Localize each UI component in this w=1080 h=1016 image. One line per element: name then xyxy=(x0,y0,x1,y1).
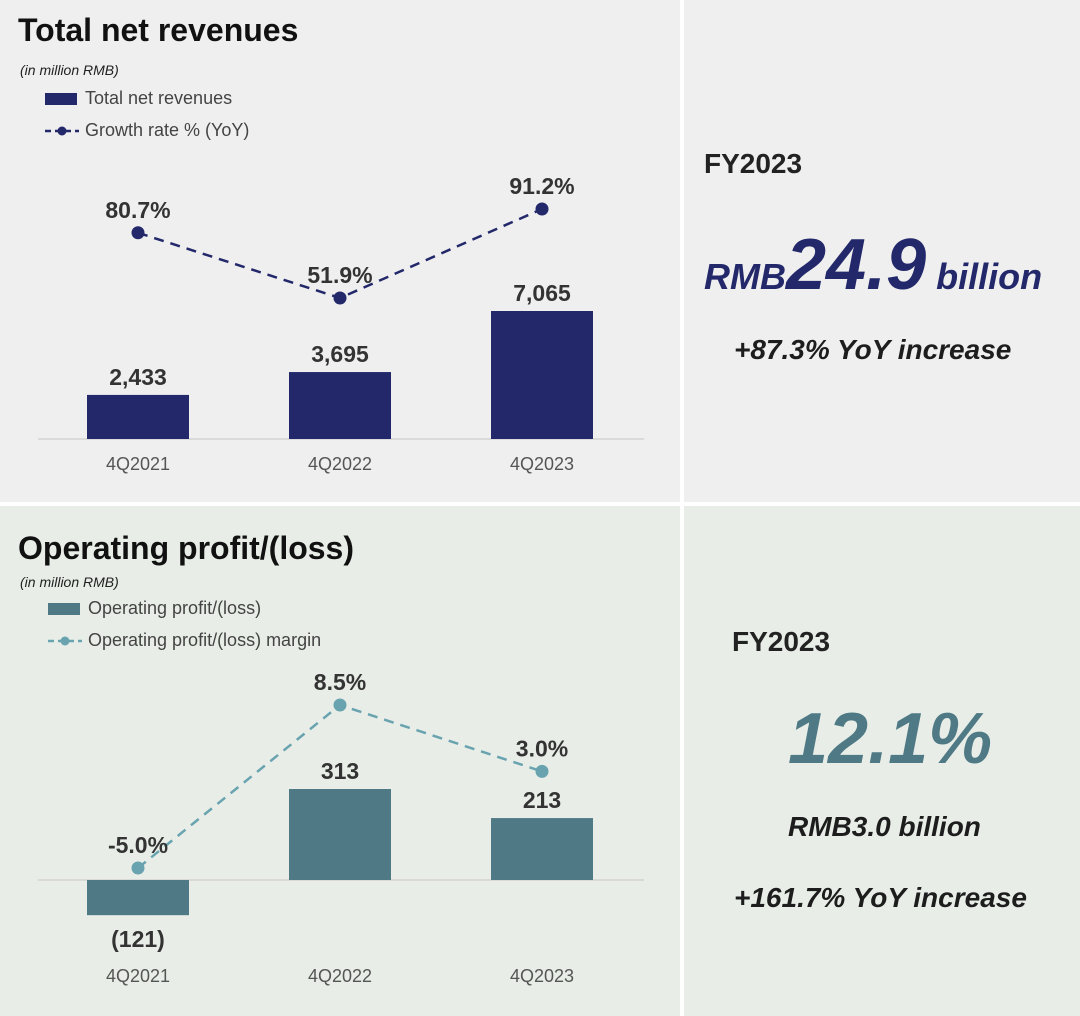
line-point xyxy=(333,291,347,305)
revenue-headline-prefix: RMB xyxy=(704,256,786,297)
bar-value-label: 2,433 xyxy=(109,364,167,390)
profit-legend-bar: Operating profit/(loss) xyxy=(48,598,261,619)
line-point xyxy=(535,764,549,778)
x-tick-label: 4Q2022 xyxy=(308,966,372,986)
revenue-chart-panel: Total net revenues (in million RMB) Tota… xyxy=(0,0,680,502)
profit-headline-value: 12.1% xyxy=(788,699,993,779)
x-tick-label: 4Q2021 xyxy=(106,966,170,986)
bar-4Q2023 xyxy=(491,311,593,439)
line-value-label: 80.7% xyxy=(105,197,170,223)
x-tick-label: 4Q2021 xyxy=(106,454,170,474)
legend-bar-swatch xyxy=(45,92,77,105)
line-value-label: 3.0% xyxy=(516,735,568,761)
revenue-unit: (in million RMB) xyxy=(20,62,119,78)
revenue-legend-bar: Total net revenues xyxy=(45,88,232,109)
bar-4Q2021 xyxy=(87,394,189,439)
line-value-label: 91.2% xyxy=(509,173,574,199)
bar-value-label: 313 xyxy=(321,758,359,784)
legend-bar-label: Total net revenues xyxy=(85,88,233,108)
revenue-headline-value: 24.9 xyxy=(785,225,927,305)
profit-chart-panel: Operating profit/(loss) (in million RMB)… xyxy=(0,506,680,1016)
revenue-headline-suffix: billion xyxy=(926,256,1043,297)
x-tick-label: 4Q2022 xyxy=(308,454,372,474)
revenue-legend-line: Growth rate % (YoY) xyxy=(45,120,249,141)
profit-title: Operating profit/(loss) xyxy=(18,530,354,566)
line-point xyxy=(131,226,145,240)
bar-value-label: (121) xyxy=(111,926,165,952)
line-value-label: -5.0% xyxy=(108,832,168,858)
legend-line-label: Growth rate % (YoY) xyxy=(85,120,250,140)
revenue-title: Total net revenues xyxy=(18,12,299,48)
revenue-fy-label: FY2023 xyxy=(704,148,803,179)
revenue-chart: 2,433 3,695 7,065 80.7% 51.9% 91.2% 4Q2021 4Q20… xyxy=(38,173,644,474)
revenue-yoy-note: +87.3% YoY increase xyxy=(734,334,1012,365)
line-point xyxy=(131,861,145,875)
bar-4Q2023 xyxy=(491,818,593,880)
line-value-label: 8.5% xyxy=(314,669,366,695)
bar-4Q2021 xyxy=(87,880,189,916)
profit-summary-panel: FY2023 12.1% RMB3.0 billion +161.7% YoY … xyxy=(684,506,1080,1016)
legend-line-swatch xyxy=(48,635,82,647)
bar-value-label: 3,695 xyxy=(311,341,369,367)
legend-bar-swatch xyxy=(48,602,80,615)
x-tick-label: 4Q2023 xyxy=(510,454,574,474)
revenue-summary-panel: FY2023 RMB24.9 billion +87.3% YoY increa… xyxy=(684,0,1080,502)
profit-yoy-note: +161.7% YoY increase xyxy=(734,882,1027,913)
bar-4Q2022 xyxy=(289,372,391,439)
line-value-label: 51.9% xyxy=(307,262,372,288)
legend-line-swatch xyxy=(45,125,79,137)
legend-bar-label: Operating profit/(loss) xyxy=(88,598,262,618)
x-tick-label: 4Q2023 xyxy=(510,966,574,986)
bar-value-label: 213 xyxy=(523,787,561,813)
revenue-headline: RMB24.9 billion xyxy=(704,224,1042,306)
legend-line-label: Operating profit/(loss) margin xyxy=(88,630,322,650)
profit-chart: (121) 313 213 -5.0% 8.5% 3.0% 4Q2021 4Q2022 4Q20… xyxy=(38,669,644,986)
profit-headline-amount: RMB3.0 billion xyxy=(788,811,981,842)
profit-fy-label: FY2023 xyxy=(732,626,831,657)
bar-value-label: 7,065 xyxy=(513,280,571,306)
profit-unit: (in million RMB) xyxy=(20,574,119,590)
line-point xyxy=(333,698,347,712)
line-point xyxy=(535,202,549,216)
bar-4Q2022 xyxy=(289,789,391,880)
profit-legend-line: Operating profit/(loss) margin xyxy=(48,630,321,651)
